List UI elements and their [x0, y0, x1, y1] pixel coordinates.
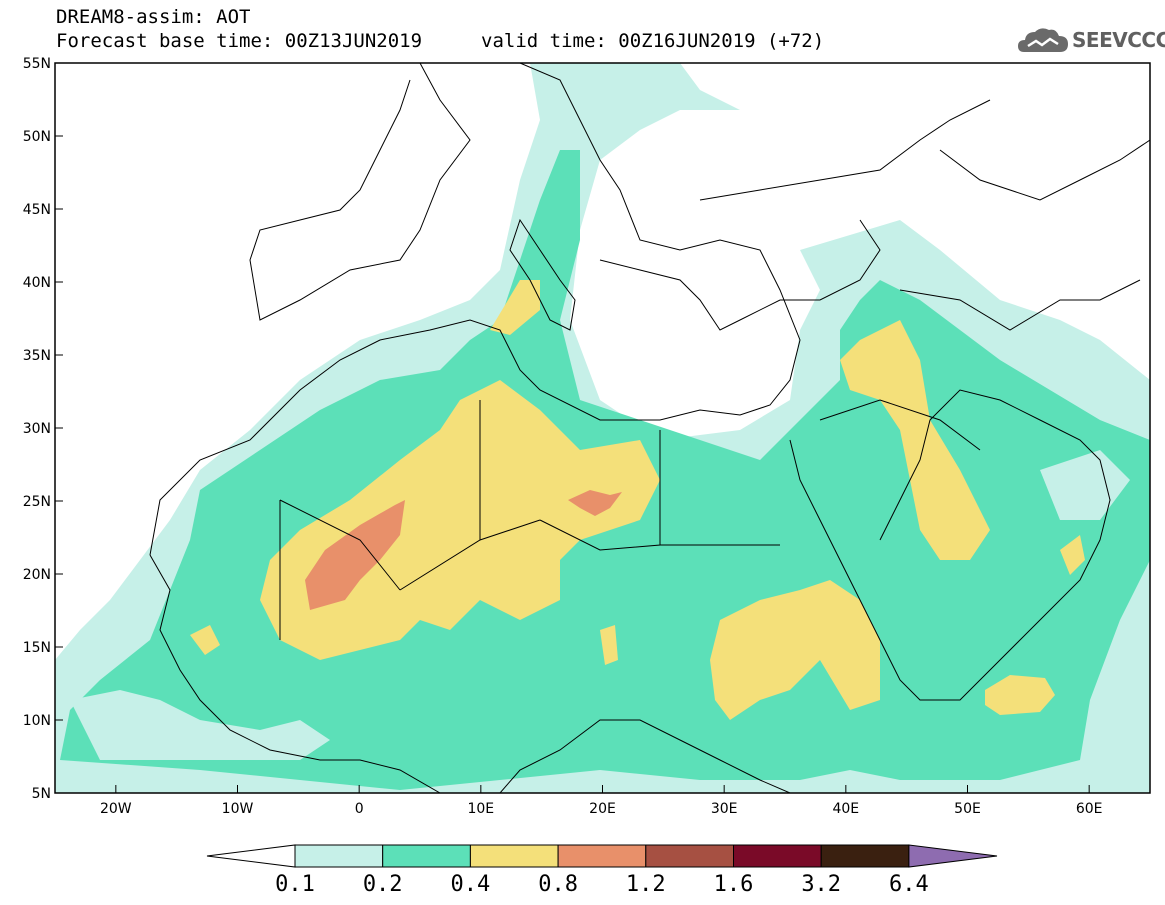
- x-tick-label: 10E: [467, 801, 494, 817]
- x-tick-label: 20E: [589, 801, 616, 817]
- x-tick-label: 40E: [832, 801, 859, 817]
- y-tick-label: 10N: [23, 713, 51, 729]
- y-tick-label: 40N: [23, 275, 51, 291]
- forecast-base-time: Forecast base time: 00Z13JUN2019: [56, 30, 423, 52]
- x-tick-label: 60E: [1076, 801, 1103, 817]
- aot-field: [55, 63, 1150, 793]
- colorbar-swatch: [820, 844, 910, 868]
- colorbar-swatch: [645, 844, 734, 868]
- y-tick-label: 55N: [23, 56, 51, 72]
- colorbar-level-label: 0.2: [363, 872, 403, 897]
- colorbar-low-arrow: [206, 844, 296, 868]
- colorbar-high-arrow: [908, 844, 998, 868]
- x-tick-label: 0: [355, 801, 364, 817]
- logo-text: SEEVCCC: [1072, 28, 1165, 52]
- x-axis: 20W 10W 0 10E 20E 30E 40E 50E 60E: [100, 785, 1103, 817]
- y-tick-label: 35N: [23, 348, 51, 364]
- colorbar-level-label: 3.2: [801, 872, 841, 897]
- colorbar-swatch: [469, 844, 559, 868]
- colorbar-swatch: [557, 844, 647, 868]
- x-tick-label: 20W: [100, 801, 132, 817]
- y-tick-label: 20N: [23, 567, 51, 583]
- cloud-logo-icon: [1018, 28, 1068, 52]
- colorbar-level-label: 1.2: [626, 872, 666, 897]
- y-tick-label: 5N: [32, 786, 51, 802]
- colorbar-swatch: [294, 844, 384, 868]
- y-tick-label: 25N: [23, 494, 51, 510]
- seevccc-logo: SEEVCCC: [1016, 24, 1165, 58]
- aot-map: 20W 10W 0 10E 20E 30E 40E 50E 60E 55N 50N 45N 40N 35…: [23, 56, 1151, 817]
- colorbar-level-label: 6.4: [889, 872, 929, 897]
- colorbar-level-label: 0.4: [451, 872, 491, 897]
- colorbar-swatch: [733, 844, 822, 868]
- coastlines: [149, 63, 1150, 793]
- colorbar-swatch: [382, 844, 471, 868]
- y-tick-label: 50N: [23, 129, 51, 145]
- x-tick-label: 50E: [954, 801, 981, 817]
- x-tick-label: 10W: [222, 801, 254, 817]
- valid-time: valid time: 00Z16JUN2019 (+72): [481, 30, 825, 52]
- y-axis: 55N 50N 45N 40N 35N 30N 25N 20N 15N 10N 5N: [23, 56, 63, 802]
- y-tick-label: 45N: [23, 202, 51, 218]
- colorbar-level-label: 0.8: [538, 872, 578, 897]
- colorbar-level-label: 0.1: [275, 872, 315, 897]
- y-tick-label: 15N: [23, 640, 51, 656]
- y-tick-label: 30N: [23, 421, 51, 437]
- map-title: DREAM8-assim: AOT: [56, 6, 251, 28]
- x-tick-label: 30E: [711, 801, 738, 817]
- colorbar-level-label: 1.6: [714, 872, 754, 897]
